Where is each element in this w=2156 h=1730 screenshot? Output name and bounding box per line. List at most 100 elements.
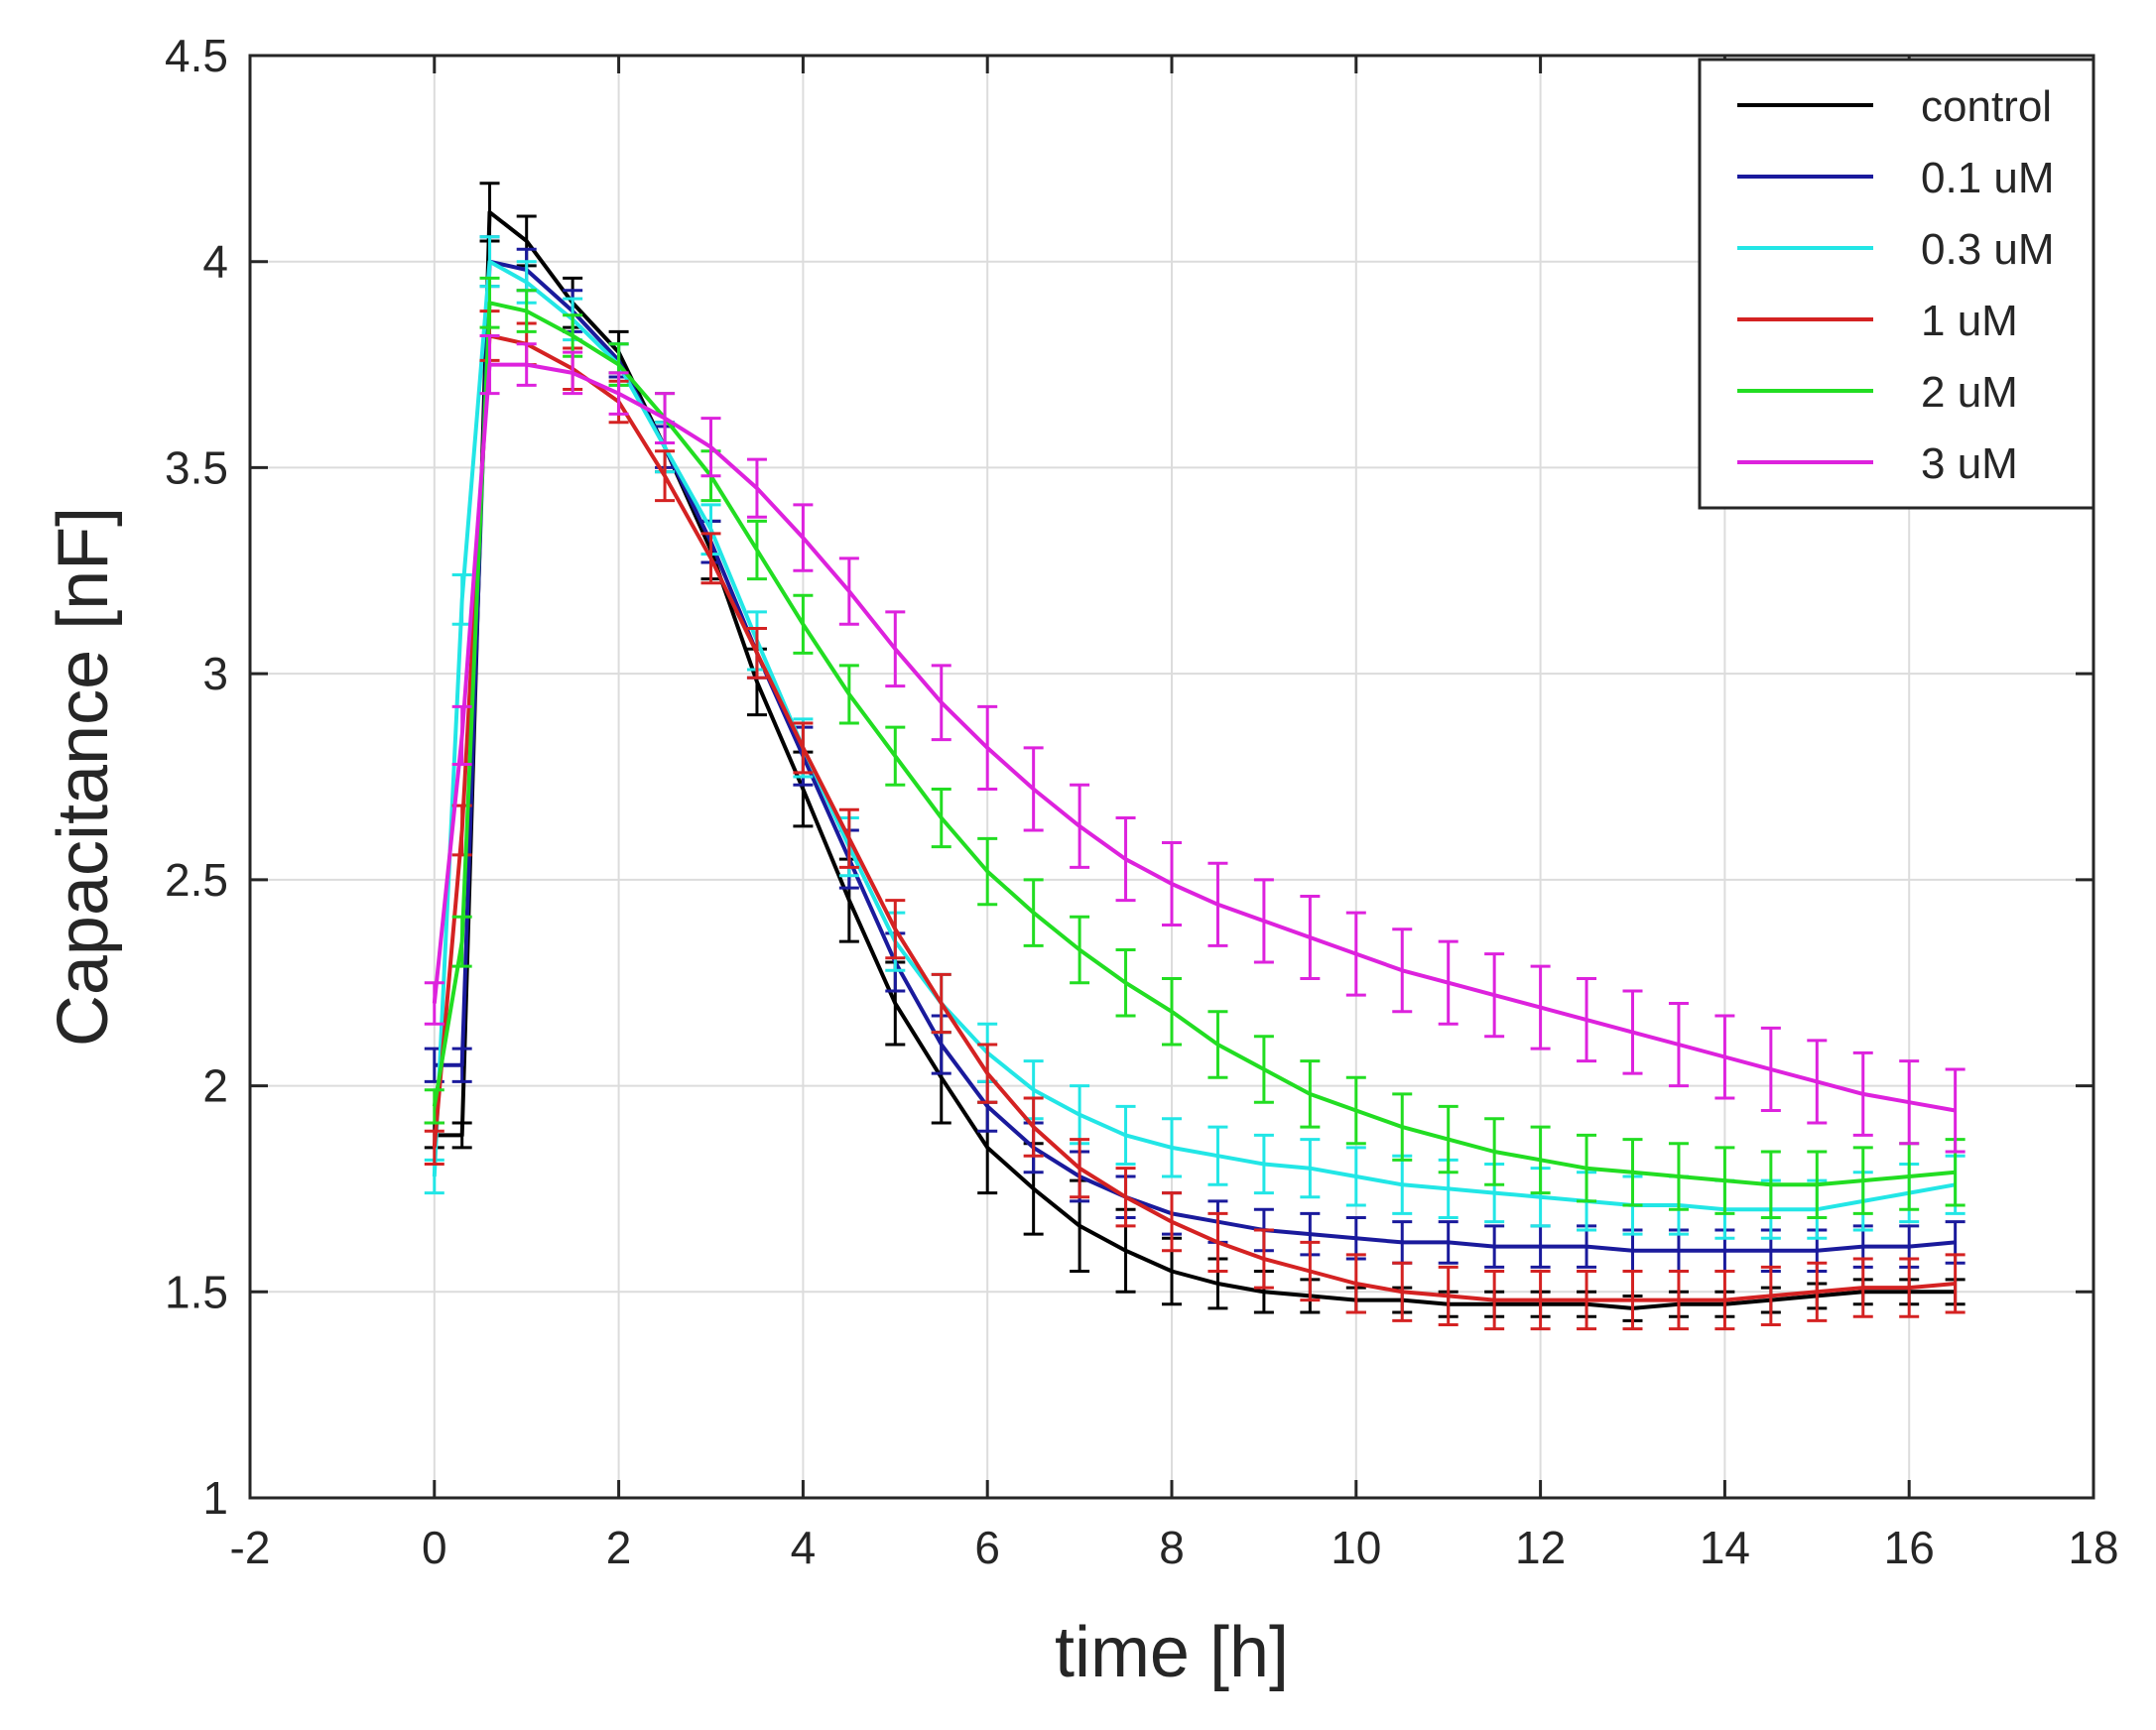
error-bar	[1392, 927, 1413, 1014]
error-bar	[451, 704, 472, 767]
error-bar	[1760, 1265, 1781, 1327]
error-bar	[1300, 1138, 1321, 1199]
error-bar	[1162, 1117, 1182, 1178]
error-bar	[1807, 1039, 1828, 1125]
error-bar	[1668, 1142, 1689, 1211]
legend-label: 3 uM	[1921, 439, 2018, 488]
error-bar	[1484, 1270, 1505, 1331]
error-bar	[977, 836, 998, 907]
error-bar	[424, 981, 444, 1026]
error-bar	[838, 556, 859, 626]
error-bar	[1899, 1257, 1920, 1318]
error-bar	[1392, 1092, 1413, 1162]
error-bar	[700, 417, 721, 478]
error-bar	[1300, 1240, 1321, 1302]
error-bar	[1577, 977, 1597, 1063]
y-axis-ticks: 1 1.5 2 2.5 3 3.5 4 4.5	[165, 30, 2093, 1524]
error-bar	[1253, 1228, 1274, 1290]
error-bar	[746, 626, 767, 680]
error-bar	[1207, 1010, 1228, 1079]
error-bar	[516, 289, 537, 333]
error-bar	[1668, 1270, 1689, 1331]
error-bar	[1162, 1191, 1182, 1253]
error-bar	[793, 593, 814, 655]
series-layer	[424, 182, 1966, 1331]
x-tick-label: 16	[1884, 1522, 1935, 1573]
error-bar	[563, 350, 583, 396]
error-bar	[793, 503, 814, 572]
y-tick-label: 2.5	[165, 854, 228, 906]
error-bar	[1852, 1146, 1873, 1215]
legend-item: control	[1737, 82, 2052, 131]
error-bar	[1577, 1133, 1597, 1203]
legend-label: control	[1921, 82, 2052, 131]
error-bar	[1023, 746, 1044, 832]
error-bar	[885, 610, 906, 688]
error-bar	[1300, 1059, 1321, 1129]
error-bar	[1530, 964, 1551, 1050]
error-bar	[1714, 1146, 1735, 1215]
error-bar	[1345, 1146, 1366, 1207]
x-tick-label: 10	[1331, 1522, 1381, 1573]
error-bar	[1945, 1067, 1966, 1154]
error-bar	[1345, 911, 1366, 997]
error-bar	[1070, 915, 1090, 985]
error-bar	[1253, 1133, 1274, 1195]
error-bar	[1760, 1150, 1781, 1220]
error-bar	[1392, 1261, 1413, 1322]
error-bar	[746, 457, 767, 519]
error-bar	[451, 1121, 472, 1150]
error-bar	[479, 182, 500, 243]
error-bar	[1760, 1026, 1781, 1112]
error-bar	[451, 915, 472, 968]
error-bar	[1714, 1014, 1735, 1100]
error-bar	[931, 664, 951, 742]
error-bar	[1070, 783, 1090, 869]
legend-label: 2 uM	[1921, 368, 2018, 417]
legend-item: 1 uM	[1737, 297, 2018, 345]
error-bar	[424, 1129, 444, 1167]
legend-item: 2 uM	[1737, 368, 2018, 417]
error-bar	[1484, 952, 1505, 1039]
error-bar	[479, 276, 500, 329]
error-bar	[1484, 1224, 1505, 1269]
error-bar	[1945, 1253, 1966, 1314]
error-bar	[838, 807, 859, 869]
error-bar	[424, 1088, 444, 1125]
error-bar	[1438, 1265, 1458, 1327]
x-tick-label: -2	[230, 1522, 271, 1573]
error-bar	[1622, 1138, 1643, 1207]
series-1-um	[424, 309, 1966, 1331]
error-bar	[1023, 1096, 1044, 1158]
error-bar	[1345, 1075, 1366, 1146]
error-bar	[516, 342, 537, 387]
error-bar	[1622, 1270, 1643, 1331]
error-bar	[931, 787, 951, 849]
y-tick-label: 3.5	[165, 441, 228, 493]
error-bar	[1577, 1270, 1597, 1331]
x-tick-label: 18	[2068, 1522, 2118, 1573]
error-bar	[1207, 1211, 1228, 1274]
y-axis-title: Capacitance [nF]	[44, 507, 123, 1047]
legend: control 0.1 uM 0.3 uM 1 uM 2 uM 3 uM	[1698, 58, 2095, 510]
error-bar	[1253, 1035, 1274, 1104]
error-bar	[1207, 1125, 1228, 1186]
legend-box	[1698, 58, 2095, 510]
error-bar	[1622, 989, 1643, 1075]
legend-item: 0.3 uM	[1737, 225, 2055, 274]
x-tick-label: 8	[1159, 1522, 1185, 1573]
error-bar	[793, 721, 814, 775]
series-3-um	[424, 333, 1966, 1154]
error-bar	[1714, 1270, 1735, 1331]
error-bar	[746, 519, 767, 581]
error-bar	[1530, 1270, 1551, 1331]
x-tick-label: 6	[974, 1522, 1000, 1573]
y-tick-label: 1	[202, 1472, 228, 1524]
legend-label: 1 uM	[1921, 297, 2018, 345]
x-tick-label: 0	[422, 1522, 447, 1573]
error-bar	[977, 704, 998, 791]
error-bar	[700, 532, 721, 585]
error-bar	[655, 449, 676, 503]
error-bar	[1668, 1001, 1689, 1088]
